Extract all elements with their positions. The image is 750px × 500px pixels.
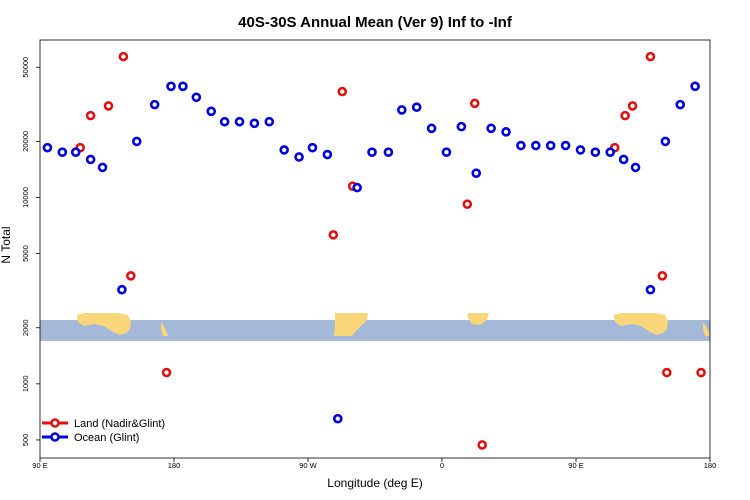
x-axis-label: Longitude (deg E) <box>327 476 422 490</box>
ocean-point <box>660 136 671 147</box>
map-ocean <box>40 320 710 341</box>
ocean-point <box>307 142 318 153</box>
ocean-point <box>560 140 571 151</box>
y-tick-label: 500 <box>21 434 30 447</box>
ocean-point <box>456 121 467 132</box>
land-point <box>161 367 172 378</box>
ocean-point <box>352 182 362 193</box>
ocean-point <box>294 152 304 162</box>
ocean-point <box>279 145 289 155</box>
land-point <box>645 51 656 62</box>
ocean-point <box>249 118 260 129</box>
ocean-point <box>516 140 526 151</box>
land-point <box>477 440 488 450</box>
land-point <box>337 86 348 97</box>
y-tick-label: 20000 <box>21 131 30 152</box>
ocean-point <box>471 168 482 178</box>
ocean-point <box>42 142 53 153</box>
land-point <box>462 199 473 210</box>
ocean-point <box>85 154 96 165</box>
ocean-point <box>166 81 176 92</box>
ocean-point <box>411 102 422 113</box>
y-axis-label: N Total <box>0 226 13 263</box>
x-tick-label: 180 <box>168 461 181 470</box>
ocean-point <box>322 149 333 160</box>
chart-title: 40S-30S Annual Mean (Ver 9) Inf to -Inf <box>238 14 513 31</box>
ocean-point <box>383 147 394 157</box>
ocean-point <box>530 140 541 151</box>
ocean-point <box>206 106 217 117</box>
ocean-point <box>396 105 407 115</box>
ocean-point <box>645 284 656 295</box>
land-point <box>118 51 129 62</box>
x-tick-label: 90 E <box>568 461 583 470</box>
x-axis: 90 E 180 90 W 0 90 E 180 <box>32 458 716 470</box>
ocean-point <box>426 123 437 134</box>
data-points <box>42 51 706 450</box>
x-tick-label: 0 <box>440 461 444 470</box>
ocean-point <box>149 99 160 110</box>
ocean-point <box>690 81 700 92</box>
ocean-point <box>234 116 245 127</box>
ocean-point <box>367 147 377 157</box>
ocean-point <box>191 92 202 103</box>
ocean-point <box>630 162 641 173</box>
land-point <box>696 367 706 378</box>
map-land-australia <box>77 313 131 335</box>
land-point <box>85 110 96 121</box>
ocean-point <box>675 99 686 110</box>
ocean-point <box>486 123 496 134</box>
y-tick-label: 5000 <box>21 245 30 262</box>
map-land-south-america <box>334 313 368 336</box>
x-tick-label: 90 E <box>32 461 47 470</box>
ocean-point <box>219 116 230 127</box>
land-point <box>662 367 672 378</box>
ocean-point <box>332 413 343 424</box>
map-land-africa <box>468 313 489 325</box>
y-tick-label: 1000 <box>21 375 30 392</box>
plot-frame <box>39 39 711 459</box>
legend: Land (Nadir&Glint) Ocean (Glint) <box>42 418 165 444</box>
ocean-point <box>441 147 452 157</box>
land-point <box>126 270 136 281</box>
map-land-new-zealand <box>161 322 168 336</box>
ocean-point <box>545 140 556 151</box>
legend-marker-land <box>50 418 60 428</box>
y-tick-label: 2000 <box>21 319 30 336</box>
ocean-point <box>264 116 275 127</box>
x-tick-label: 90 W <box>299 461 317 470</box>
world-map-strip <box>40 313 710 341</box>
land-point <box>620 110 630 121</box>
ocean-point <box>178 81 188 92</box>
y-axis: 500 1000 2000 5000 10000 20000 50000 <box>21 57 40 446</box>
legend-label-ocean: Ocean (Glint) <box>74 432 139 444</box>
y-tick-label: 50000 <box>21 57 30 78</box>
ocean-point <box>97 162 108 173</box>
ocean-point <box>57 147 68 157</box>
ocean-point <box>70 147 81 157</box>
legend-marker-ocean <box>50 432 60 442</box>
land-point <box>103 101 114 111</box>
ocean-point <box>131 136 142 147</box>
map-land-australia <box>614 313 668 335</box>
y-tick-label: 10000 <box>21 187 30 208</box>
x-tick-label: 180 <box>704 461 717 470</box>
ocean-point <box>618 154 629 165</box>
land-point <box>627 101 638 111</box>
land-point <box>328 230 339 240</box>
land-point <box>657 270 668 281</box>
map-land-new-zealand <box>703 322 710 336</box>
land-point <box>469 98 480 109</box>
ocean-point <box>605 147 616 157</box>
ocean-point <box>117 284 127 295</box>
ocean-point <box>575 145 586 155</box>
legend-label-land: Land (Nadir&Glint) <box>74 418 165 430</box>
ocean-point <box>590 147 601 157</box>
ocean-point <box>501 127 511 137</box>
